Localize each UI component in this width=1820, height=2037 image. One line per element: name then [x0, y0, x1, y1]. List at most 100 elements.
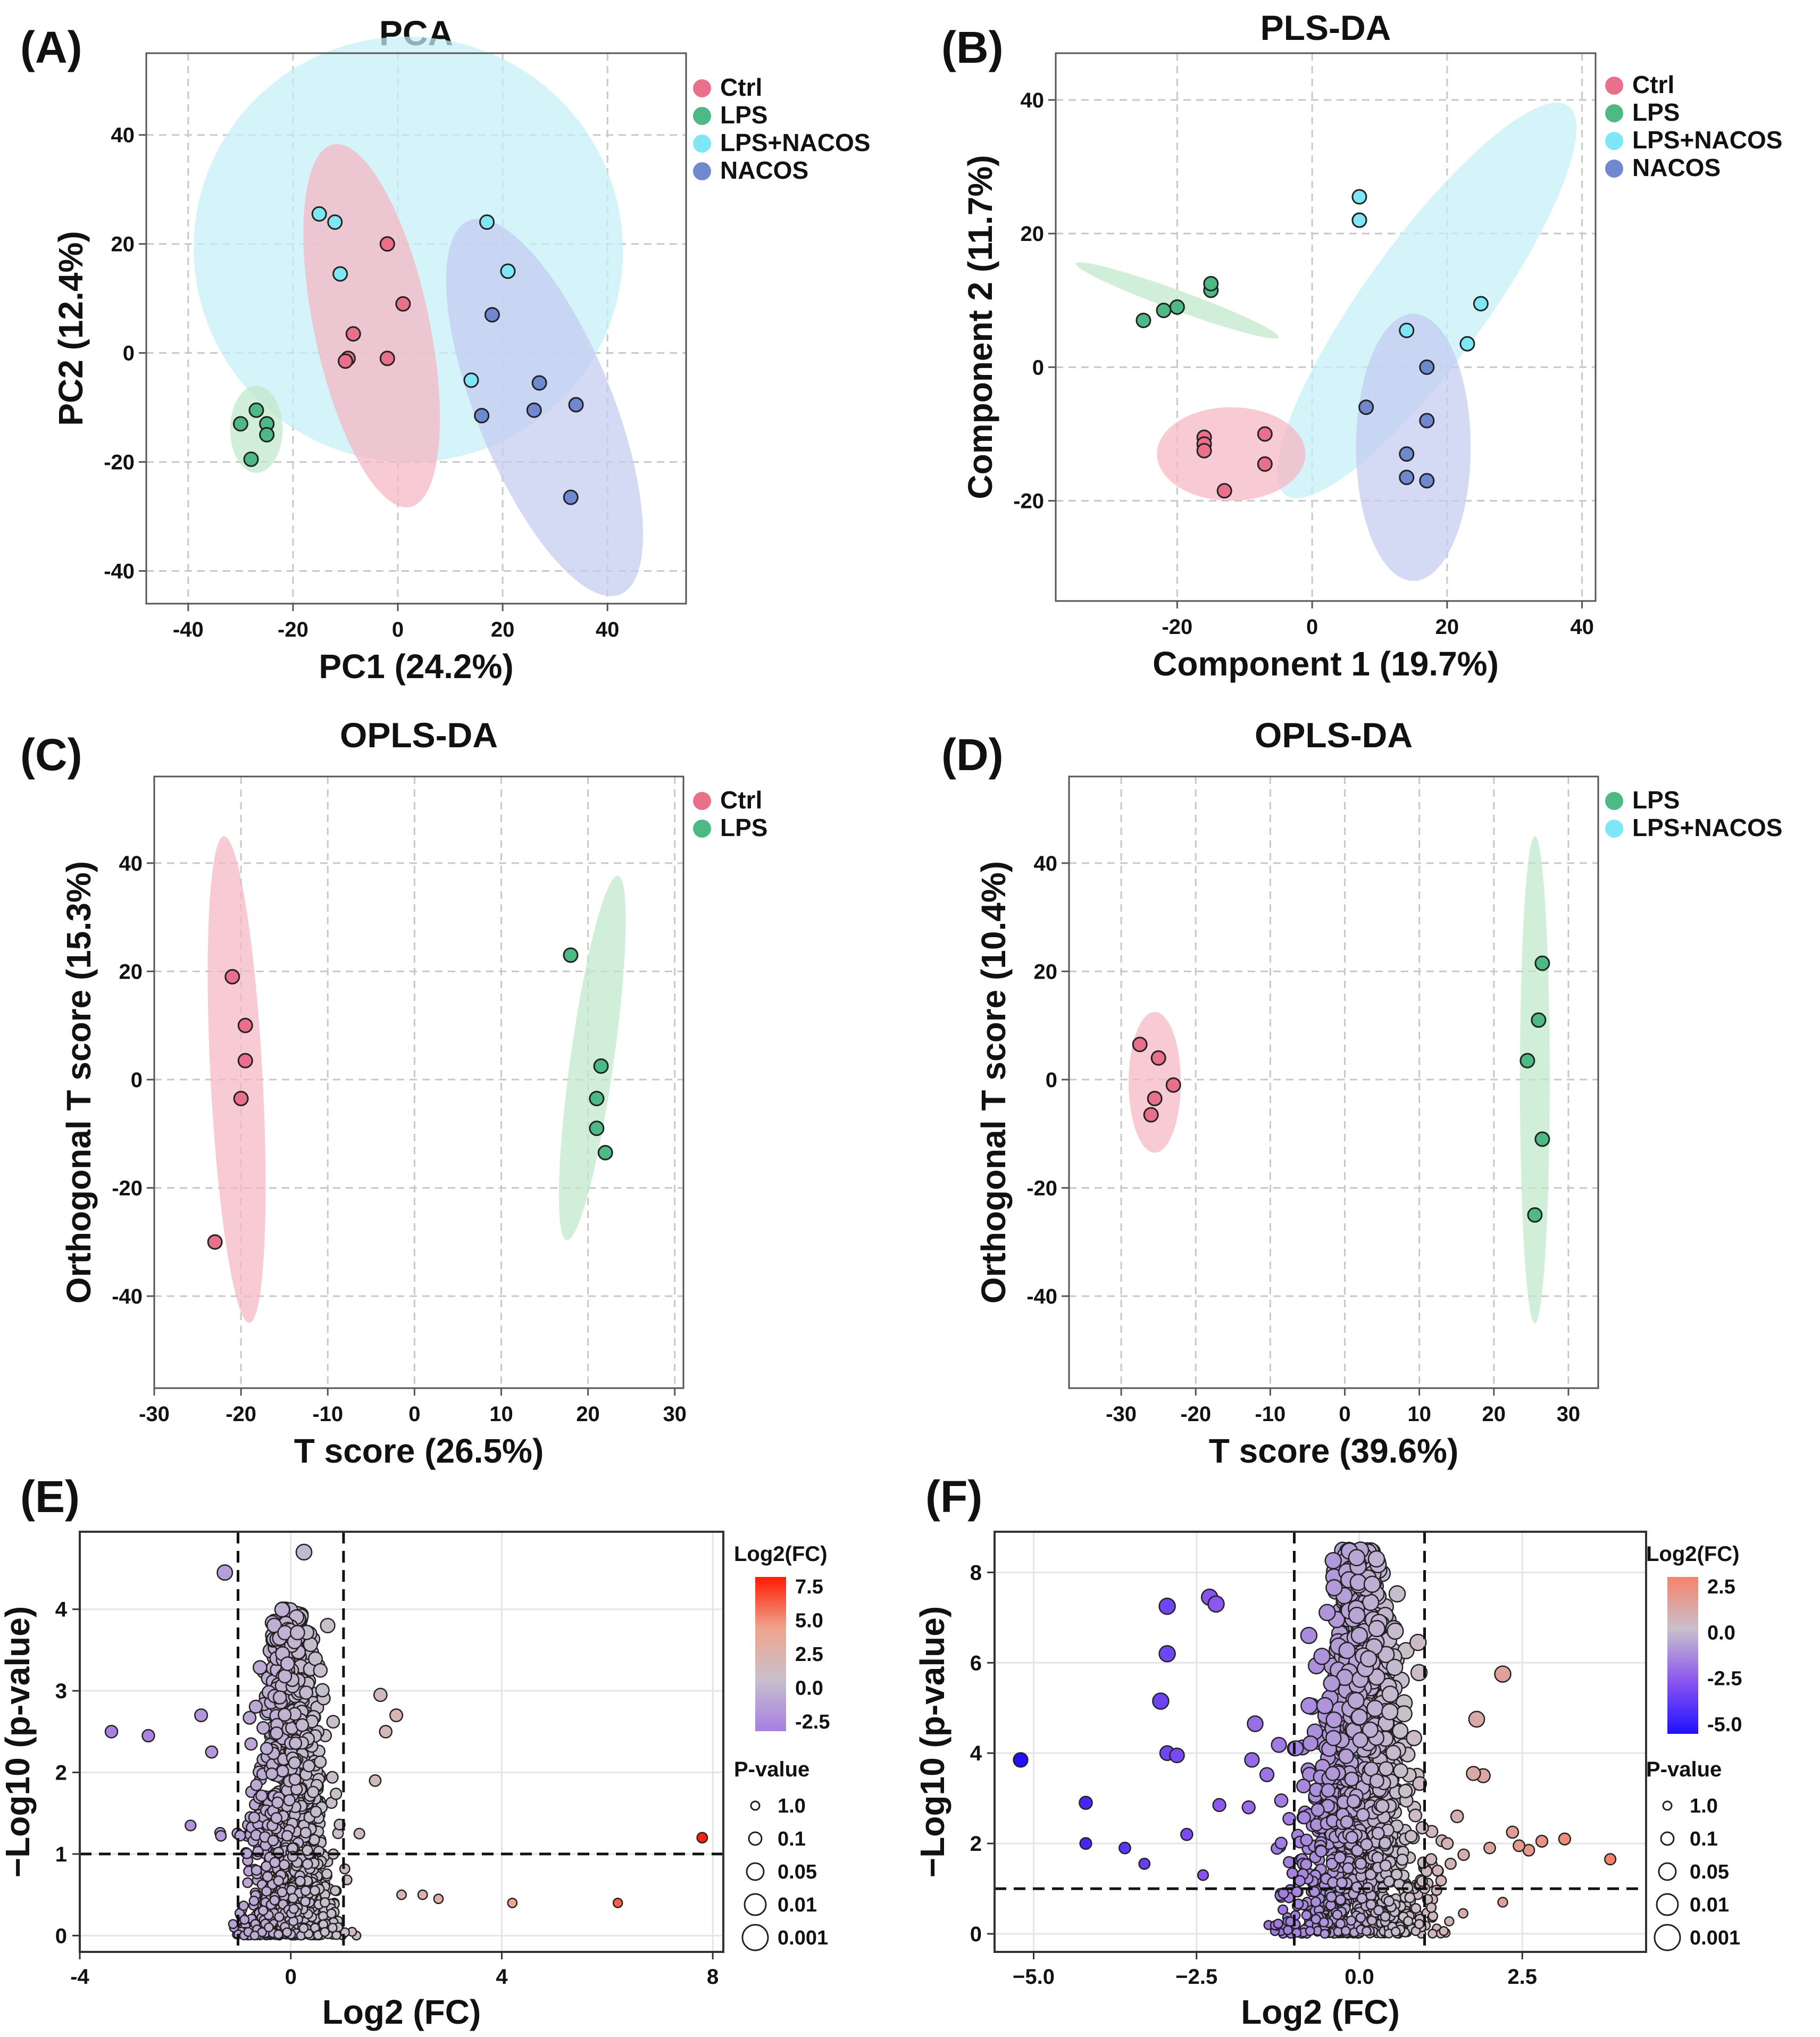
- data-point: [215, 1830, 227, 1842]
- panel-1: (B) PLS-DA -20 0 20 40 -20 0 20 40 Component 1 (19…: [941, 8, 1782, 683]
- data-point: [1300, 1697, 1318, 1715]
- data-point: [205, 1745, 219, 1759]
- legend-label: NACOS: [1632, 154, 1721, 181]
- data-point: [345, 326, 361, 342]
- data-point: [1288, 1740, 1304, 1757]
- data-point: [1169, 1747, 1185, 1764]
- data-point: [299, 1685, 314, 1700]
- data-point: [269, 1895, 280, 1906]
- data-point: [228, 1919, 238, 1930]
- x-axis-label: PC1 (24.2%): [319, 647, 513, 686]
- y-tick-label: 8: [970, 1561, 982, 1584]
- data-point: [1282, 1811, 1296, 1826]
- colorbar-title: Log2(FC): [1646, 1542, 1740, 1566]
- data-point: [526, 402, 542, 418]
- data-point: [1408, 1808, 1423, 1823]
- data-point: [1450, 1809, 1464, 1824]
- legend-marker: [693, 107, 711, 125]
- legend-marker: [693, 162, 711, 180]
- data-point: [1332, 1909, 1343, 1920]
- data-point: [326, 1908, 337, 1919]
- data-point: [1346, 1794, 1361, 1809]
- plot-frame: [145, 52, 687, 605]
- confidence-ellipse: [1277, 102, 1577, 498]
- legend-marker: [1605, 160, 1623, 178]
- data-point: [1274, 1836, 1288, 1850]
- data-point: [1197, 1869, 1209, 1881]
- data-point: [1457, 1848, 1470, 1861]
- confidence-ellipse: [207, 836, 266, 1323]
- legend-label: Ctrl: [1632, 71, 1674, 98]
- size-legend-label: 0.001: [778, 1927, 828, 1949]
- data-point: [1356, 1808, 1370, 1822]
- data-point: [1283, 1856, 1296, 1868]
- data-point: [1335, 1918, 1346, 1929]
- y-tick-label: 40: [119, 852, 143, 875]
- data-point: [1404, 1830, 1418, 1843]
- data-point: [1383, 1896, 1395, 1907]
- data-point: [243, 451, 259, 467]
- data-point: [237, 1053, 253, 1068]
- plot-frame: [1055, 52, 1597, 602]
- data-point: [1535, 1834, 1549, 1848]
- data-point: [379, 350, 395, 366]
- data-point: [1147, 1091, 1163, 1107]
- data-point: [1403, 1916, 1414, 1926]
- y-axis-label: PC2 (12.4%): [52, 231, 90, 425]
- data-point: [1604, 1853, 1617, 1866]
- x-tick-label: 20: [1435, 615, 1459, 639]
- data-point: [1356, 1893, 1368, 1904]
- data-point: [1378, 1761, 1394, 1776]
- panel-5: (F) −5.0 −2.5 0.0 2.5 0 2 4 6 8 Log2 (FC) −Log10 (p…: [913, 1472, 1742, 2031]
- data-point: [248, 1811, 261, 1824]
- data-point: [474, 407, 490, 423]
- legend-marker: [1605, 820, 1623, 838]
- legend-marker: [1605, 132, 1623, 150]
- data-point: [1333, 1851, 1347, 1864]
- legend-marker: [693, 820, 711, 838]
- y-tick-label: 2: [55, 1761, 67, 1785]
- data-point: [1180, 1827, 1193, 1841]
- y-tick-label: -40: [104, 560, 135, 583]
- size-legend-marker: [741, 1924, 769, 1951]
- data-point: [1348, 1549, 1366, 1566]
- data-point: [271, 1796, 284, 1809]
- y-axis-label: Component 2 (11.7%): [961, 155, 999, 499]
- size-legend-label: 0.05: [1690, 1861, 1729, 1883]
- data-point: [255, 1789, 268, 1802]
- data-point: [264, 1922, 274, 1933]
- data-point: [234, 1830, 246, 1842]
- data-point: [1466, 1766, 1481, 1781]
- x-tick-label: 0: [408, 1402, 420, 1426]
- data-point: [330, 1788, 343, 1800]
- data-point: [1351, 212, 1367, 228]
- size-legend-marker: [1662, 1800, 1673, 1811]
- data-point: [1323, 1674, 1341, 1692]
- y-tick-label: 40: [1034, 852, 1058, 875]
- data-point: [1158, 1645, 1176, 1663]
- data-point: [313, 1663, 328, 1678]
- data-point: [1396, 1854, 1409, 1866]
- data-point: [696, 1832, 708, 1844]
- data-point: [244, 1737, 258, 1751]
- legend-label: Ctrl: [720, 786, 762, 814]
- confidence-ellipse: [303, 144, 440, 507]
- data-point: [1383, 1875, 1395, 1888]
- x-tick-label: 8: [707, 1965, 719, 1989]
- data-point: [251, 1865, 262, 1876]
- data-point: [1278, 1904, 1289, 1915]
- x-tick-label: −2.5: [1175, 1965, 1217, 1989]
- data-point: [1316, 1697, 1334, 1715]
- x-tick-label: -20: [1162, 615, 1192, 639]
- data-point: [1381, 1703, 1399, 1721]
- size-legend-marker: [750, 1800, 761, 1811]
- data-point: [1379, 1836, 1392, 1850]
- data-point: [1273, 1918, 1283, 1929]
- data-point: [1444, 1916, 1455, 1927]
- data-point: [332, 266, 348, 282]
- data-point: [1367, 1550, 1385, 1568]
- data-point: [272, 1690, 287, 1705]
- data-point: [1294, 1875, 1306, 1887]
- data-point: [1347, 1692, 1365, 1709]
- data-point: [1366, 1699, 1384, 1717]
